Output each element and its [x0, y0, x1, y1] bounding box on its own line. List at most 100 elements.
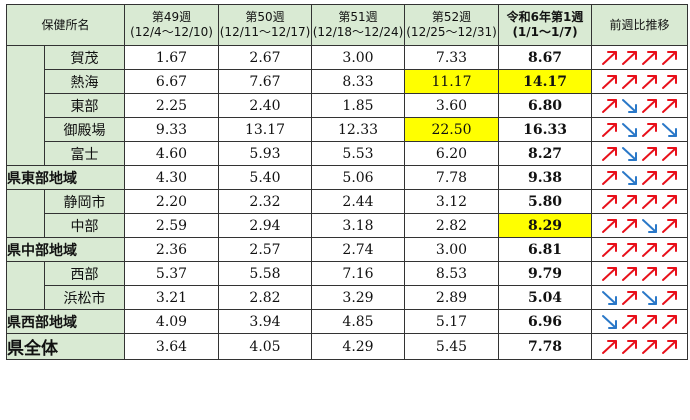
value-w51: 5.06 — [311, 165, 406, 190]
value-w51: 7.16 — [311, 261, 406, 286]
arrow-up-right-icon — [620, 49, 640, 67]
office-name: 賀茂 — [43, 45, 126, 70]
value-w49: 2.25 — [124, 93, 220, 118]
value-current: 8.29 — [498, 213, 593, 238]
header-week-50-range: (12/11〜12/17) — [219, 25, 311, 39]
arrow-down-right-icon — [600, 313, 620, 331]
trend-cell — [591, 117, 689, 142]
table-row: 御殿場 9.33 13.17 12.33 22.50 16.33 — [7, 117, 689, 142]
header-row: 保健所名 第49週 (12/4〜12/10) 第50週 (12/11〜12/17) … — [5, 4, 689, 46]
header-office: 保健所名 — [5, 4, 126, 46]
arrow-up-right-icon — [660, 217, 680, 235]
arrow-up-right-icon — [660, 265, 680, 283]
arrow-up-right-icon — [600, 241, 620, 259]
trend-cell — [591, 285, 689, 310]
trend-cell — [591, 189, 689, 214]
arrow-down-right-icon — [640, 289, 660, 307]
arrow-up-right-icon — [600, 121, 620, 139]
value-w49: 2.59 — [124, 213, 220, 238]
value-current: 9.79 — [498, 261, 593, 286]
value-w52: 3.12 — [404, 189, 500, 214]
arrow-up-right-icon — [620, 313, 640, 331]
value-w50: 2.82 — [218, 285, 313, 310]
header-week-50: 第50週 (12/11〜12/17) — [218, 4, 313, 46]
office-name: 西部 — [43, 261, 126, 286]
value-w50: 5.58 — [218, 261, 313, 286]
arrow-up-right-icon — [600, 217, 620, 235]
arrow-up-right-icon — [640, 145, 660, 163]
header-week-51-range: (12/18〜12/24) — [312, 25, 404, 39]
arrow-up-right-icon — [660, 49, 680, 67]
arrow-up-right-icon — [640, 97, 660, 115]
value-current: 16.33 — [498, 117, 593, 142]
arrow-down-right-icon — [620, 97, 640, 115]
region-row: 県中部地域 2.36 2.57 2.74 3.00 6.81 — [5, 237, 689, 262]
arrow-up-right-icon — [640, 193, 660, 211]
trend-cell — [591, 93, 689, 118]
header-week-52: 第52週 (12/25〜12/31) — [404, 4, 500, 46]
value-w51: 8.33 — [311, 69, 406, 94]
table-row: 西部 5.37 5.58 7.16 8.53 9.79 — [6, 261, 689, 310]
value-w49: 2.36 — [124, 237, 220, 262]
value-w52: 5.17 — [404, 309, 500, 334]
arrow-up-right-icon — [620, 265, 640, 283]
trend-cell — [591, 141, 689, 166]
trend-cell — [591, 237, 689, 262]
arrow-down-right-icon — [620, 169, 640, 187]
header-current-week: 令和6年第1週 (1/1〜1/7) — [498, 4, 593, 46]
value-w49: 5.37 — [124, 261, 220, 286]
arrow-up-right-icon — [640, 313, 660, 331]
table-row: 富士 4.60 5.93 5.53 6.20 8.27 — [7, 141, 689, 166]
header-week-52-range: (12/25〜12/31) — [406, 25, 497, 39]
value-w50: 5.40 — [218, 165, 313, 190]
value-w50: 2.40 — [218, 93, 313, 118]
table-row: 熱海 6.67 7.67 8.33 11.17 14.17 — [7, 69, 689, 94]
value-w49: 3.21 — [124, 285, 220, 310]
arrow-down-right-icon — [660, 121, 680, 139]
value-current: 5.04 — [498, 285, 593, 310]
arrow-up-right-icon — [620, 73, 640, 91]
value-w50: 2.94 — [218, 213, 313, 238]
arrow-up-right-icon — [640, 169, 660, 187]
total-name: 県全体 — [5, 333, 126, 360]
value-w51: 5.53 — [311, 141, 406, 166]
value-w52: 8.53 — [404, 261, 500, 286]
value-w49: 4.09 — [124, 309, 220, 334]
value-w51: 1.85 — [311, 93, 406, 118]
region-name: 県中部地域 — [5, 237, 126, 262]
arrow-up-right-icon — [600, 338, 620, 356]
arrow-up-right-icon — [660, 338, 680, 356]
value-w49: 2.20 — [124, 189, 220, 214]
arrow-up-right-icon — [640, 338, 660, 356]
value-w52: 22.50 — [404, 117, 500, 142]
office-name: 静岡市 — [43, 189, 126, 214]
arrow-up-right-icon — [660, 289, 680, 307]
trend-cell — [591, 213, 689, 238]
arrow-up-right-icon — [660, 313, 680, 331]
office-name: 御殿場 — [43, 117, 126, 142]
arrow-up-right-icon — [640, 49, 660, 67]
trend-cell — [591, 261, 689, 286]
arrow-up-right-icon — [660, 145, 680, 163]
arrow-up-right-icon — [620, 193, 640, 211]
region-row: 県西部地域 4.09 3.94 4.85 5.17 6.96 — [5, 309, 689, 334]
total-row: 県全体 3.64 4.05 4.29 5.45 7.78 — [5, 333, 689, 360]
value-w52: 2.82 — [404, 213, 500, 238]
value-current: 8.67 — [498, 45, 593, 70]
office-name: 富士 — [43, 141, 126, 166]
value-w52: 11.17 — [404, 69, 500, 94]
arrow-up-right-icon — [600, 49, 620, 67]
header-week-52-label: 第52週 — [431, 10, 472, 24]
header-week-49-range: (12/4〜12/10) — [130, 25, 213, 39]
arrow-up-right-icon — [620, 289, 640, 307]
value-w49: 1.67 — [124, 45, 220, 70]
arrow-down-right-icon — [600, 289, 620, 307]
value-w49: 4.60 — [124, 141, 220, 166]
value-current: 7.78 — [498, 333, 593, 360]
value-w52: 2.89 — [404, 285, 500, 310]
value-current: 6.81 — [498, 237, 593, 262]
value-w52: 7.78 — [404, 165, 500, 190]
value-current: 6.96 — [498, 309, 593, 334]
header-week-51-label: 第51週 — [338, 10, 378, 24]
value-w50: 2.57 — [218, 237, 313, 262]
